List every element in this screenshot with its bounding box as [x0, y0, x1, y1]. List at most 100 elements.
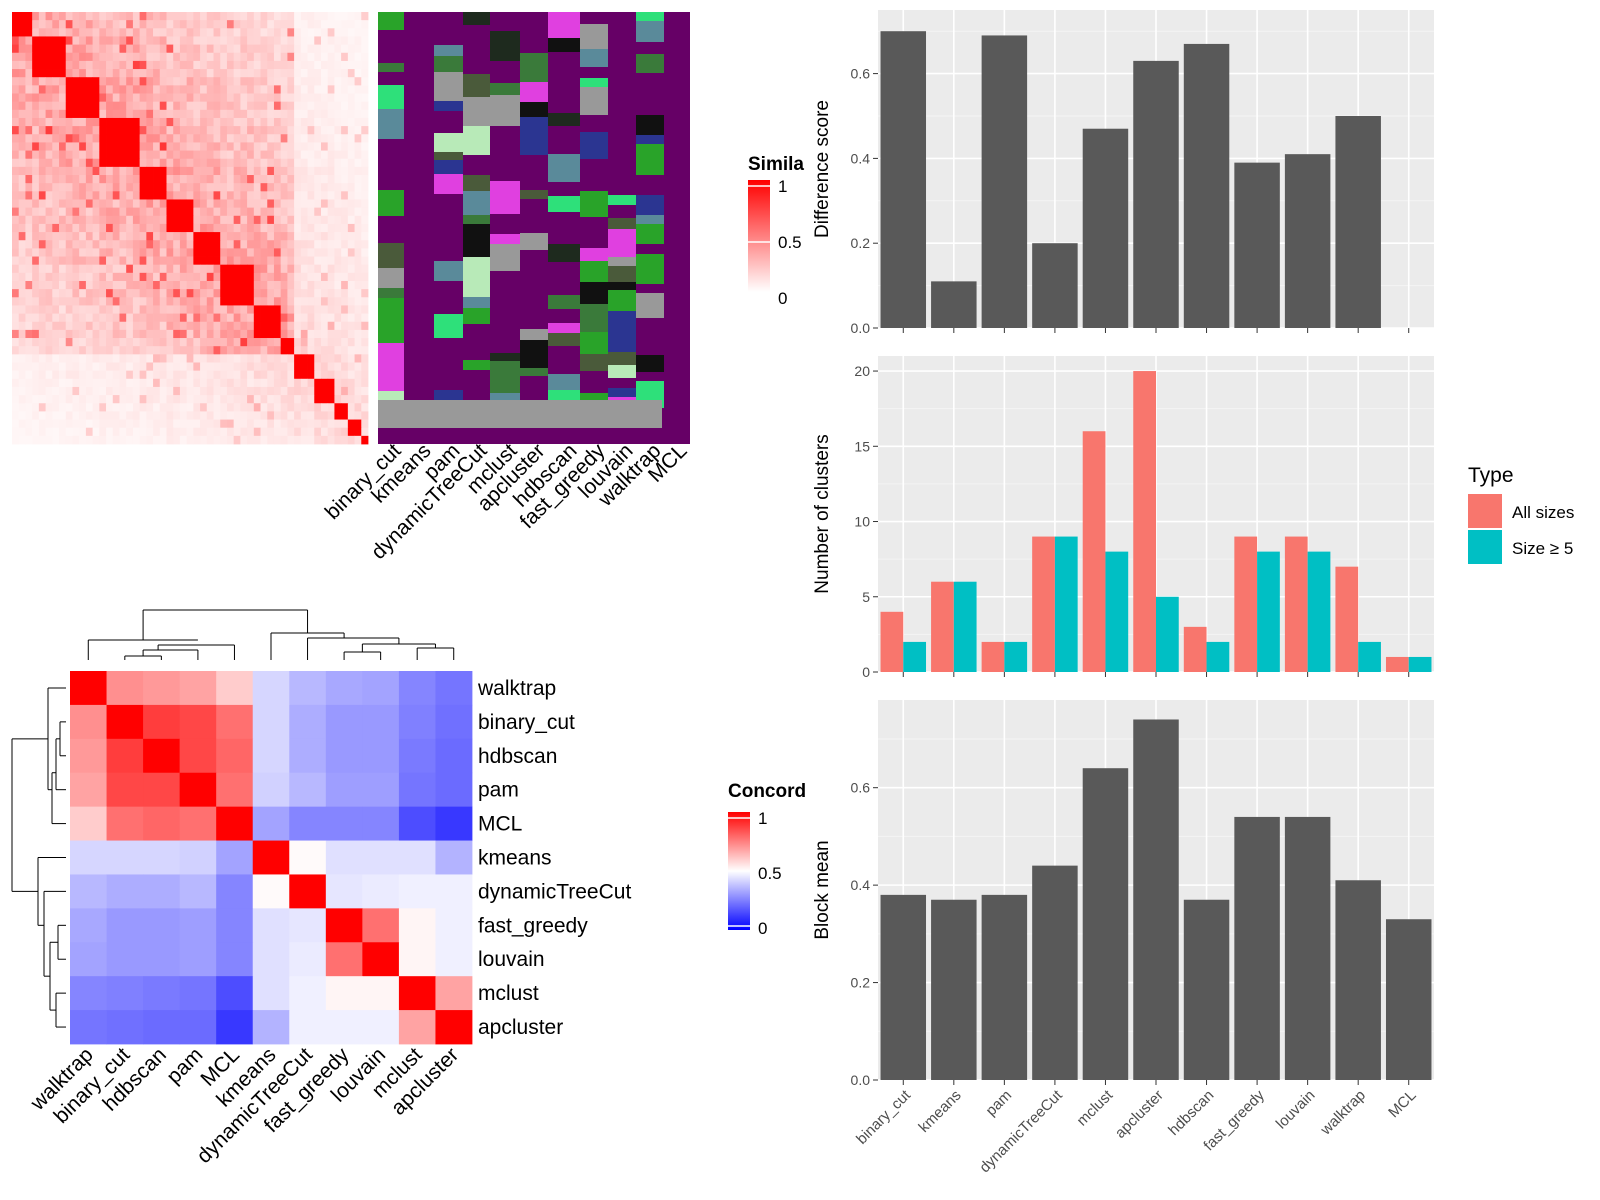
similarity-cell	[233, 117, 241, 127]
similarity-cell	[300, 435, 308, 445]
similarity-cell	[280, 36, 288, 45]
similarity-cell	[65, 240, 73, 249]
similarity-cell	[240, 20, 248, 29]
similarity-cell	[294, 101, 302, 111]
similarity-cell	[126, 338, 134, 347]
similarity-cell	[280, 313, 288, 323]
similarity-cell	[85, 207, 94, 217]
similarity-cell	[32, 150, 40, 160]
similarity-cell	[32, 191, 40, 200]
similarity-cell	[327, 354, 335, 363]
similarity-cell	[226, 191, 235, 200]
similarity-cell	[226, 346, 235, 355]
similarity-cell	[12, 117, 20, 127]
similarity-cell	[166, 378, 174, 388]
similarity-cell	[65, 166, 73, 176]
concordance-row-labels: walktrapbinary_cuthdbscanpamMCLkmeansdyn…	[477, 677, 631, 1039]
similarity-cell	[260, 248, 268, 257]
similarity-cell	[287, 117, 295, 127]
similarity-cell	[85, 117, 94, 127]
similarity-cell	[193, 126, 201, 135]
similarity-cell	[267, 207, 275, 217]
similarity-cell	[327, 427, 335, 437]
similarity-cell	[119, 142, 127, 151]
concordance-cell	[70, 908, 107, 943]
similarity-cell	[200, 28, 208, 37]
similarity-cell	[92, 232, 100, 241]
similarity-cell	[327, 44, 335, 54]
similarity-cell	[314, 280, 322, 290]
similarity-cell	[320, 215, 329, 225]
similarity-cell	[12, 183, 20, 192]
similarity-cell	[300, 101, 308, 111]
similarity-cell	[126, 117, 134, 127]
similarity-cell	[106, 338, 114, 347]
similarity-cell	[18, 142, 26, 151]
similarity-cell	[38, 305, 46, 314]
similarity-cell	[253, 223, 261, 233]
similarity-cell	[314, 403, 322, 412]
similarity-cell	[173, 126, 181, 135]
similarity-cell	[193, 117, 201, 127]
similarity-cell	[200, 435, 208, 445]
similarity-cell	[153, 419, 161, 429]
bar-fast_greedy	[1234, 162, 1280, 328]
similarity-cell	[213, 12, 221, 21]
similarity-cell	[72, 93, 80, 103]
similarity-cell	[354, 338, 362, 347]
similarity-cell	[347, 215, 355, 225]
similarity-cell	[99, 395, 107, 404]
similarity-cell	[260, 117, 268, 127]
similarity-cell	[159, 248, 167, 257]
similarity-cell	[280, 134, 288, 143]
similarity-cell	[59, 101, 67, 111]
similarity-cell	[361, 77, 369, 86]
similarity-cell	[139, 378, 147, 388]
similarity-cell	[300, 419, 308, 429]
similarity-cell	[72, 321, 80, 331]
similarity-cell	[361, 264, 369, 274]
cluster-cell	[548, 113, 580, 126]
similarity-cell	[186, 183, 194, 192]
similarity-cell	[253, 338, 261, 347]
similarity-cell	[106, 272, 114, 282]
similarity-cell	[307, 264, 315, 274]
similarity-cell	[320, 126, 329, 135]
similarity-cell	[186, 215, 194, 225]
similarity-cell	[12, 419, 20, 429]
similarity-cell	[65, 297, 73, 306]
similarity-cell	[253, 150, 261, 160]
similarity-cell	[12, 85, 20, 94]
similarity-cell	[25, 199, 33, 209]
similarity-cell	[226, 305, 235, 314]
similarity-cell	[179, 77, 188, 86]
similarity-cell	[307, 36, 315, 45]
similarity-cell	[334, 20, 342, 29]
similarity-cell	[347, 52, 355, 62]
similarity-cell	[287, 338, 295, 347]
similarity-cell	[18, 85, 26, 94]
similarity-cell	[327, 321, 335, 331]
similarity-cell	[45, 36, 53, 45]
similarity-cell	[166, 77, 174, 86]
similarity-cell	[92, 20, 100, 29]
similarity-cell	[287, 419, 295, 429]
similarity-cell	[240, 338, 248, 347]
similarity-cell	[273, 150, 282, 160]
similarity-cell	[327, 150, 335, 160]
similarity-cell	[314, 232, 322, 241]
similarity-cell	[327, 419, 335, 429]
similarity-cell	[139, 207, 147, 217]
cluster-cell	[608, 290, 636, 311]
similarity-cell	[126, 232, 134, 241]
similarity-cell	[92, 183, 100, 192]
similarity-cell	[92, 264, 100, 274]
cluster-cell	[378, 109, 404, 139]
similarity-cell	[193, 280, 201, 290]
similarity-cell	[52, 175, 60, 184]
similarity-cell	[65, 329, 73, 339]
similarity-cell	[132, 346, 141, 355]
y-tick-label: 0.4	[851, 150, 871, 166]
